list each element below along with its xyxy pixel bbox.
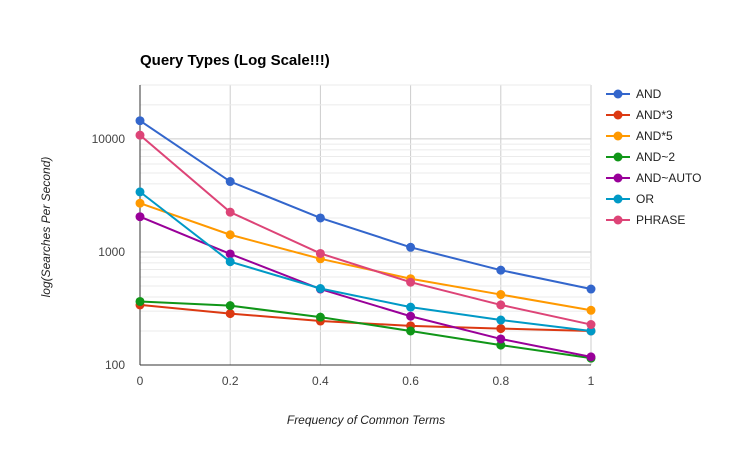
x-tick-label: 0.8 bbox=[492, 374, 509, 388]
legend-label: PHRASE bbox=[636, 213, 685, 227]
data-point bbox=[586, 352, 596, 362]
data-point bbox=[225, 177, 235, 187]
data-point bbox=[496, 265, 506, 275]
data-point bbox=[225, 207, 235, 217]
series-group bbox=[135, 116, 596, 363]
legend-item: AND*5 bbox=[606, 129, 673, 143]
series-line bbox=[139, 215, 592, 358]
data-point bbox=[225, 309, 235, 319]
series-line bbox=[139, 191, 592, 332]
data-point bbox=[406, 302, 416, 312]
legend-label: OR bbox=[636, 192, 654, 206]
legend-label: AND*5 bbox=[636, 129, 673, 143]
series-and-3 bbox=[135, 300, 596, 336]
data-point bbox=[406, 242, 416, 252]
legend-swatch-marker bbox=[613, 173, 623, 183]
legend-item: OR bbox=[606, 192, 654, 206]
legend-item: AND*3 bbox=[606, 108, 673, 122]
x-tick-label: 0.6 bbox=[402, 374, 419, 388]
y-tick-label: 100 bbox=[105, 358, 125, 372]
legend-swatch-marker bbox=[613, 110, 623, 120]
axes: 0 0.2 0.4 0.6 0.8 1 100 1000 10000 bbox=[92, 85, 595, 388]
data-point bbox=[496, 315, 506, 325]
legend-swatch-marker bbox=[613, 131, 623, 141]
data-point bbox=[406, 326, 416, 336]
data-point bbox=[586, 320, 596, 330]
data-point bbox=[135, 116, 145, 126]
data-point bbox=[135, 296, 145, 306]
data-point bbox=[496, 324, 506, 334]
y-tick-label: 1000 bbox=[98, 245, 125, 259]
x-tick-label: 1 bbox=[588, 374, 595, 388]
x-tick-label: 0.4 bbox=[312, 374, 329, 388]
legend-label: AND bbox=[636, 87, 662, 101]
x-tick-label: 0.2 bbox=[222, 374, 239, 388]
data-point bbox=[135, 198, 145, 208]
y-axis-label: log(Searches Per Second) bbox=[39, 157, 53, 298]
y-tick-label: 10000 bbox=[92, 132, 126, 146]
data-point bbox=[135, 212, 145, 222]
series-line bbox=[139, 119, 592, 291]
data-point bbox=[586, 326, 596, 336]
legend-item: AND~AUTO bbox=[606, 171, 701, 185]
series-and-auto bbox=[135, 212, 596, 362]
legend-swatch-marker bbox=[613, 152, 623, 162]
data-point bbox=[225, 249, 235, 259]
data-point bbox=[496, 334, 506, 344]
legend-swatch-marker bbox=[613, 89, 623, 99]
x-tick-label: 0 bbox=[137, 374, 144, 388]
data-point bbox=[315, 248, 325, 258]
data-point bbox=[586, 284, 596, 294]
legend-swatch-marker bbox=[613, 215, 623, 225]
data-point bbox=[496, 290, 506, 300]
chart-title: Query Types (Log Scale!!!) bbox=[140, 52, 330, 69]
legend-item: AND~2 bbox=[606, 150, 675, 164]
data-point bbox=[225, 257, 235, 267]
data-point bbox=[135, 130, 145, 140]
legend: AND AND*3 AND*5 AND~2 AND~AUTO OR PHRASE bbox=[606, 87, 701, 227]
series-and-2 bbox=[135, 296, 596, 363]
legend-label: AND~2 bbox=[636, 150, 675, 164]
legend-swatch-marker bbox=[613, 194, 623, 204]
data-point bbox=[586, 305, 596, 315]
data-point bbox=[225, 230, 235, 240]
legend-label: AND*3 bbox=[636, 108, 673, 122]
data-point bbox=[496, 300, 506, 310]
series-and bbox=[135, 116, 596, 294]
data-point bbox=[315, 284, 325, 294]
legend-label: AND~AUTO bbox=[636, 171, 701, 185]
series-or bbox=[135, 187, 596, 336]
legend-item: AND bbox=[606, 87, 662, 101]
series-phrase bbox=[135, 130, 596, 330]
legend-item: PHRASE bbox=[606, 213, 685, 227]
data-point bbox=[135, 187, 145, 197]
data-point bbox=[406, 277, 416, 287]
x-axis-label: Frequency of Common Terms bbox=[287, 413, 445, 427]
data-point bbox=[315, 312, 325, 322]
series-line bbox=[139, 300, 592, 360]
data-point bbox=[315, 213, 325, 223]
data-point bbox=[406, 311, 416, 321]
data-point bbox=[225, 301, 235, 311]
series-line bbox=[139, 134, 592, 326]
